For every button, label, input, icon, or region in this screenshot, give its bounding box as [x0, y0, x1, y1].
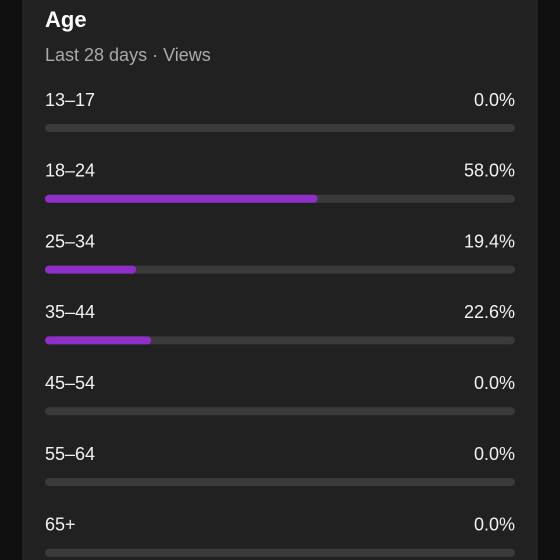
category-label: 35–44 — [45, 302, 95, 322]
value-label: 19.4% — [464, 231, 515, 251]
value-label: 0.0% — [474, 90, 515, 110]
category-label: 65+ — [45, 515, 76, 535]
bar — [45, 265, 137, 274]
value-label: 0.0% — [474, 444, 515, 464]
card — [22, 0, 538, 560]
bar-track — [45, 265, 515, 274]
chart-title: Age — [45, 7, 87, 32]
bar — [45, 194, 318, 203]
category-label: 13–17 — [45, 90, 95, 110]
bar-track — [45, 548, 515, 557]
bar — [45, 336, 152, 345]
category-label: 25–34 — [45, 231, 95, 251]
value-label: 0.0% — [474, 515, 515, 535]
category-label: 55–64 — [45, 444, 95, 464]
value-label: 0.0% — [474, 373, 515, 393]
chart-subtitle: Last 28 days · Views — [45, 45, 211, 65]
value-label: 58.0% — [464, 161, 515, 181]
category-label: 18–24 — [45, 161, 95, 181]
bar-track — [45, 336, 515, 345]
category-label: 45–54 — [45, 373, 95, 393]
bar-track — [45, 407, 515, 416]
bar-track — [45, 478, 515, 486]
bar-track — [45, 124, 515, 132]
value-label: 22.6% — [464, 302, 515, 322]
